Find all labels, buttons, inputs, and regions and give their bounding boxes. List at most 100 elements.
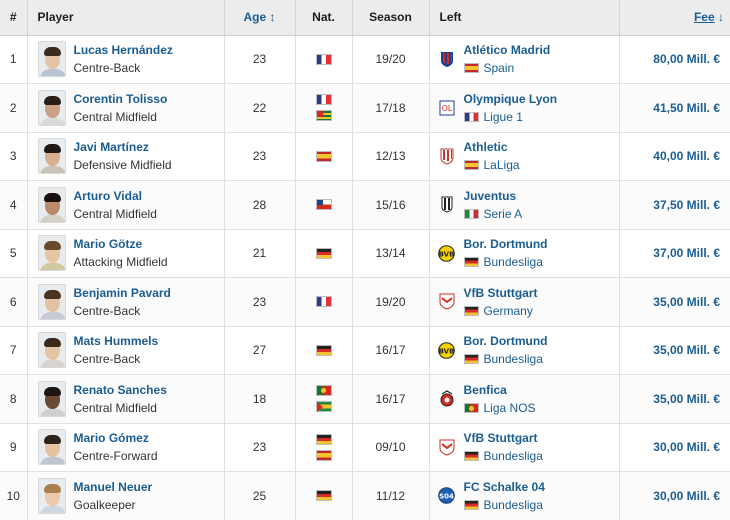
table-row: 1 Lucas Hernández Centre-Back 23 19/20 Atléti… [0,35,730,84]
league-name-link[interactable]: Bundesliga [483,497,543,512]
table-header-row: # Player Age ↕ Nat. Season Left Fee ↓ [0,0,730,36]
age-sort-link[interactable]: Age [243,10,267,25]
league-name-link[interactable]: Bundesliga [483,352,543,367]
club-name-link[interactable]: Bor. Dortmund [463,334,548,349]
player-cell: Arturo Vidal Central Midfield [27,180,225,230]
player-name-link[interactable]: Lucas Hernández [73,43,173,58]
fee-cell[interactable]: 40,00 Mill. € [619,132,730,181]
header-fee[interactable]: Fee ↓ [619,0,730,36]
player-photo[interactable] [37,332,66,369]
fee-sort-link[interactable]: Fee [693,10,715,25]
fee-cell[interactable]: 35,00 Mill. € [619,326,730,375]
player-text: Renato Sanches Central Midfield [74,381,167,417]
club-name-link[interactable]: Atlético Madrid [463,43,551,58]
sao-tome-flag [315,401,332,413]
league-name-link[interactable]: Serie A [483,206,523,221]
player-cell: Benjamin Pavard Centre-Back [27,277,225,327]
club-name-link[interactable]: Juventus [463,188,517,203]
player-name-link[interactable]: Corentin Tolisso [73,91,168,106]
club-name-link[interactable]: Olympique Lyon [463,91,558,106]
season-cell[interactable]: 09/10 [352,423,430,472]
player-name-link[interactable]: Javi Martínez [73,140,149,155]
stuttgart-crest-icon[interactable] [438,438,456,456]
schalke-crest-icon[interactable]: S04 [438,487,456,505]
left-club-cell: VfB Stuttgart Bundesliga [429,423,620,472]
league-name-link[interactable]: Spain [483,61,515,76]
club-name-link[interactable]: VfB Stuttgart [463,285,538,300]
club-name-link[interactable]: FC Schalke 04 [463,479,545,494]
club-name-link[interactable]: VfB Stuttgart [463,431,538,446]
fee-cell[interactable]: 30,00 Mill. € [619,423,730,472]
club-name-link[interactable]: Benfica [463,382,507,397]
player-name-link[interactable]: Mats Hummels [73,334,159,349]
player-name-link[interactable]: Benjamin Pavard [73,285,171,300]
league-name-link[interactable]: Ligue 1 [483,109,523,124]
club-league: Bundesliga [463,350,548,368]
fee-cell[interactable]: 41,50 Mill. € [619,83,730,133]
sort-toggle-icon[interactable]: ↕ [269,10,276,25]
fee-cell[interactable]: 37,50 Mill. € [619,180,730,230]
germany-flag [463,451,479,462]
player-photo[interactable] [37,283,66,320]
league-name-link[interactable]: Liga NOS [483,400,536,415]
athletic-crest-icon[interactable] [438,147,456,165]
player-position: Central Midfield [73,206,157,221]
fee-cell[interactable]: 80,00 Mill. € [619,35,730,84]
fee-cell[interactable]: 35,00 Mill. € [619,374,730,424]
player-photo[interactable] [37,186,66,223]
season-cell[interactable]: 12/13 [352,132,430,181]
season-cell[interactable]: 16/17 [352,326,430,375]
season-cell[interactable]: 16/17 [352,374,430,424]
season-cell[interactable]: 19/20 [352,35,430,84]
player-photo[interactable] [37,477,66,514]
player-name-link[interactable]: Renato Sanches [73,382,167,397]
player-info: Manuel Neuer Goalkeeper [28,477,224,514]
player-photo[interactable] [37,380,66,417]
club-text: Athletic LaLiga [463,138,520,174]
league-name-link[interactable]: Bundesliga [483,255,543,270]
club-name-link[interactable]: Bor. Dortmund [463,237,548,252]
player-cell: Corentin Tolisso Central Midfield [27,83,225,133]
player-photo[interactable] [37,89,66,126]
benfica-crest-icon[interactable] [438,390,456,408]
player-cell: Javi Martínez Defensive Midfield [27,132,225,181]
photo-hair [43,289,61,299]
season-cell[interactable]: 19/20 [352,277,430,327]
atletico-crest-icon[interactable] [438,50,456,68]
dortmund-crest-icon[interactable]: BVB [438,341,456,359]
rank-cell: 6 [0,277,28,327]
player-cell: Lucas Hernández Centre-Back [27,35,225,84]
season-cell[interactable]: 13/14 [352,229,430,278]
player-text: Lucas Hernández Centre-Back [74,41,173,77]
player-photo[interactable] [37,235,66,272]
lyon-crest-icon[interactable]: OL [438,99,456,117]
club-name-link[interactable]: Athletic [463,140,508,155]
stuttgart-crest-icon[interactable] [438,293,456,311]
header-age[interactable]: Age ↕ [224,0,296,36]
season-cell[interactable]: 15/16 [352,180,430,230]
player-photo[interactable] [37,138,66,175]
sort-desc-icon[interactable]: ↓ [718,10,724,25]
player-photo[interactable] [37,429,66,466]
juventus-crest-icon[interactable] [438,196,456,214]
league-name-link[interactable]: LaLiga [483,158,520,173]
player-position: Centre-Forward [73,449,158,464]
fee-cell[interactable]: 35,00 Mill. € [619,277,730,327]
season-cell[interactable]: 17/18 [352,83,430,133]
player-text: Javi Martínez Defensive Midfield [74,138,172,174]
player-name-link[interactable]: Mario Götze [73,237,143,252]
season-cell[interactable]: 11/12 [352,471,430,520]
player-name-link[interactable]: Manuel Neuer [73,479,153,494]
nationality-flags [296,433,352,461]
player-name-link[interactable]: Arturo Vidal [73,188,142,203]
dortmund-crest-icon[interactable]: BVB [438,244,456,262]
club-text: Bor. Dortmund Bundesliga [463,235,548,271]
player-photo[interactable] [37,41,66,78]
player-name-link[interactable]: Mario Gómez [73,431,149,446]
rank-cell: 3 [0,132,28,181]
league-name-link[interactable]: Germany [483,303,533,318]
nationality-flags [296,385,352,413]
league-name-link[interactable]: Bundesliga [483,449,543,464]
fee-cell[interactable]: 37,00 Mill. € [619,229,730,278]
fee-cell[interactable]: 30,00 Mill. € [619,471,730,520]
